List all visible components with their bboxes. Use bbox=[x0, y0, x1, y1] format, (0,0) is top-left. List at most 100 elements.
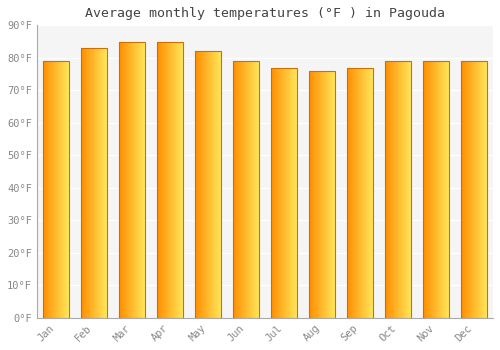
Bar bbox=[157, 42, 158, 318]
Bar bbox=[176, 42, 177, 318]
Bar bbox=[442, 61, 444, 318]
Bar bbox=[144, 42, 145, 318]
Bar bbox=[196, 51, 198, 318]
Bar bbox=[294, 68, 296, 318]
Bar bbox=[240, 61, 242, 318]
Bar bbox=[180, 42, 181, 318]
Bar bbox=[430, 61, 432, 318]
Bar bbox=[178, 42, 179, 318]
Bar bbox=[278, 68, 280, 318]
Bar bbox=[312, 71, 314, 318]
Bar bbox=[199, 51, 200, 318]
Bar bbox=[314, 71, 316, 318]
Bar bbox=[162, 42, 163, 318]
Bar bbox=[426, 61, 428, 318]
Bar bbox=[326, 71, 328, 318]
Bar bbox=[126, 42, 127, 318]
Bar bbox=[478, 61, 480, 318]
Bar bbox=[142, 42, 143, 318]
Bar bbox=[270, 68, 297, 318]
Bar bbox=[290, 68, 292, 318]
Bar bbox=[400, 61, 402, 318]
Bar bbox=[424, 61, 426, 318]
Bar bbox=[139, 42, 140, 318]
Bar bbox=[57, 61, 58, 318]
Bar bbox=[136, 42, 137, 318]
Bar bbox=[163, 42, 164, 318]
Bar bbox=[354, 68, 356, 318]
Title: Average monthly temperatures (°F ) in Pagouda: Average monthly temperatures (°F ) in Pa… bbox=[85, 7, 445, 20]
Bar bbox=[54, 61, 55, 318]
Bar bbox=[95, 48, 96, 318]
Bar bbox=[159, 42, 160, 318]
Bar bbox=[254, 61, 255, 318]
Bar bbox=[384, 61, 386, 318]
Bar bbox=[352, 68, 354, 318]
Bar bbox=[68, 61, 69, 318]
Bar bbox=[164, 42, 165, 318]
Bar bbox=[236, 61, 238, 318]
Bar bbox=[214, 51, 215, 318]
Bar bbox=[288, 68, 290, 318]
Bar bbox=[322, 71, 324, 318]
Bar bbox=[207, 51, 208, 318]
Bar bbox=[125, 42, 126, 318]
Bar bbox=[396, 61, 398, 318]
Bar bbox=[49, 61, 50, 318]
Bar bbox=[410, 61, 412, 318]
Bar bbox=[65, 61, 66, 318]
Bar bbox=[406, 61, 408, 318]
Bar bbox=[362, 68, 364, 318]
Bar bbox=[88, 48, 89, 318]
Bar bbox=[272, 68, 274, 318]
Bar bbox=[470, 61, 472, 318]
Bar bbox=[257, 61, 258, 318]
Bar bbox=[64, 61, 65, 318]
Bar bbox=[232, 61, 259, 318]
Bar bbox=[203, 51, 204, 318]
Bar bbox=[202, 51, 203, 318]
Bar bbox=[104, 48, 105, 318]
Bar bbox=[480, 61, 482, 318]
Bar bbox=[274, 68, 276, 318]
Bar bbox=[216, 51, 217, 318]
Bar bbox=[61, 61, 62, 318]
Bar bbox=[249, 61, 250, 318]
Bar bbox=[330, 71, 332, 318]
Bar bbox=[42, 61, 69, 318]
Bar bbox=[392, 61, 394, 318]
Bar bbox=[60, 61, 61, 318]
Bar bbox=[50, 61, 51, 318]
Bar bbox=[372, 68, 374, 318]
Bar bbox=[134, 42, 135, 318]
Bar bbox=[156, 42, 157, 318]
Bar bbox=[368, 68, 370, 318]
Bar bbox=[215, 51, 216, 318]
Bar bbox=[384, 61, 411, 318]
Bar bbox=[390, 61, 392, 318]
Bar bbox=[398, 61, 400, 318]
Bar bbox=[217, 51, 218, 318]
Bar bbox=[474, 61, 476, 318]
Bar bbox=[428, 61, 430, 318]
Bar bbox=[132, 42, 133, 318]
Bar bbox=[47, 61, 48, 318]
Bar bbox=[360, 68, 362, 318]
Bar bbox=[42, 61, 43, 318]
Bar bbox=[436, 61, 438, 318]
Bar bbox=[310, 71, 312, 318]
Bar bbox=[120, 42, 121, 318]
Bar bbox=[324, 71, 326, 318]
Bar bbox=[58, 61, 59, 318]
Bar bbox=[94, 48, 95, 318]
Bar bbox=[394, 61, 396, 318]
Bar bbox=[161, 42, 162, 318]
Bar bbox=[276, 68, 278, 318]
Bar bbox=[85, 48, 86, 318]
Bar bbox=[308, 71, 336, 318]
Bar bbox=[87, 48, 88, 318]
Bar bbox=[206, 51, 207, 318]
Bar bbox=[127, 42, 128, 318]
Bar bbox=[46, 61, 47, 318]
Bar bbox=[201, 51, 202, 318]
